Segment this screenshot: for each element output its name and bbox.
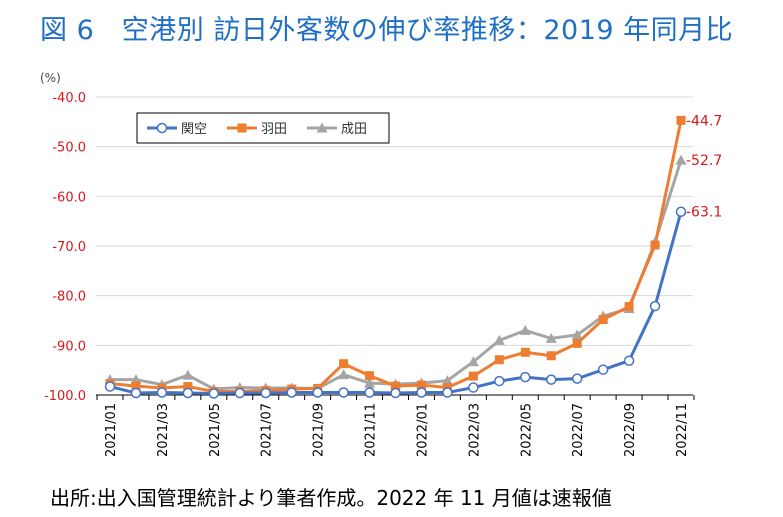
data-point-circle bbox=[545, 374, 557, 385]
data-point-triangle bbox=[519, 324, 531, 335]
y-tick-label: -50.0 bbox=[52, 141, 86, 156]
data-point-square bbox=[468, 371, 478, 381]
y-tick-label: -40.0 bbox=[52, 91, 86, 106]
data-point-square bbox=[676, 115, 686, 125]
data-point-square bbox=[494, 355, 504, 365]
data-point-circle bbox=[182, 387, 194, 399]
end-value-label: -52.7 bbox=[686, 153, 722, 169]
data-point-square bbox=[365, 371, 375, 381]
x-tick-labels: 2021/01 2021/03 2021/05 2021/07 2021/09 2021/… bbox=[104, 403, 690, 457]
data-point-circle bbox=[416, 387, 427, 398]
x-tick-label: 2022/11 bbox=[675, 403, 690, 457]
x-tick-label: 2022/01 bbox=[415, 403, 430, 457]
data-point-triangle bbox=[182, 369, 194, 380]
data-point-triangle bbox=[545, 332, 557, 343]
data-point-square bbox=[391, 381, 400, 391]
end-labels: -52.7 -44.7 -63.1 bbox=[686, 113, 722, 220]
data-point-square bbox=[183, 382, 193, 392]
x-tick-label: 2021/07 bbox=[260, 403, 275, 457]
data-point-circle bbox=[234, 387, 246, 399]
series-markers bbox=[104, 115, 687, 399]
data-point-square bbox=[237, 123, 247, 133]
data-point-circle bbox=[623, 355, 635, 366]
data-point-circle bbox=[208, 388, 220, 399]
data-point-circle bbox=[338, 387, 349, 398]
data-point-square bbox=[572, 338, 582, 348]
x-tick-label: 2022/05 bbox=[519, 403, 534, 457]
data-point-square bbox=[416, 380, 426, 390]
data-point-circle bbox=[649, 300, 661, 312]
legend-label: 羽田 bbox=[261, 122, 287, 137]
x-tick-label: 2021/11 bbox=[364, 403, 379, 457]
x-tick-label: 2022/07 bbox=[571, 403, 586, 457]
data-point-circle bbox=[364, 387, 375, 398]
data-point-square bbox=[131, 381, 141, 391]
data-point-square bbox=[598, 315, 608, 325]
source-note: 出所:出入国管理統計より筆者作成。2022 年 11 月値は速報値 bbox=[50, 486, 612, 510]
data-point-circle bbox=[442, 387, 453, 398]
data-point-square bbox=[520, 347, 530, 357]
data-point-circle bbox=[260, 387, 271, 399]
data-point-square bbox=[650, 240, 660, 250]
data-point-square bbox=[339, 359, 349, 369]
x-tick-label: 2021/05 bbox=[208, 403, 223, 457]
data-point-triangle bbox=[364, 377, 376, 388]
end-value-label: -63.1 bbox=[686, 205, 722, 221]
series-lines bbox=[109, 120, 683, 396]
y-tick-labels: -40.0 -50.0 -60.0 -70.0 -80.0 -90.0 -100.0 bbox=[44, 91, 86, 404]
legend-label: 成田 bbox=[341, 122, 367, 137]
data-point-square bbox=[546, 351, 556, 361]
data-point-circle bbox=[390, 387, 401, 399]
data-point-circle bbox=[494, 375, 505, 387]
x-tick-label: 2021/01 bbox=[104, 403, 119, 457]
y-tick-label: -100.0 bbox=[44, 389, 86, 404]
data-point-triangle bbox=[493, 334, 505, 345]
data-point-circle bbox=[571, 373, 583, 384]
data-point-circle bbox=[130, 387, 142, 399]
x-tick-label: 2021/09 bbox=[312, 403, 327, 457]
data-point-circle bbox=[597, 364, 609, 375]
data-point-circle bbox=[675, 206, 687, 217]
series-line-2 bbox=[110, 159, 683, 391]
y-tick-label: -70.0 bbox=[52, 240, 86, 255]
data-point-circle bbox=[104, 381, 116, 392]
chart-title: 図 6 空港別 訪日外客数の伸び率推移：2019 年同月比 bbox=[40, 15, 734, 46]
data-point-circle bbox=[286, 387, 297, 398]
data-point-triangle bbox=[316, 122, 328, 133]
data-point-circle bbox=[156, 387, 168, 398]
data-point-circle bbox=[312, 387, 323, 398]
legend-label: 関空 bbox=[181, 122, 207, 137]
data-point-triangle bbox=[467, 356, 479, 367]
x-tick-label: 2022/09 bbox=[623, 403, 638, 457]
series-line-0 bbox=[109, 211, 683, 396]
x-tick-label: 2021/03 bbox=[156, 403, 171, 457]
y-tick-label: -60.0 bbox=[52, 190, 86, 205]
data-point-triangle bbox=[441, 375, 453, 386]
end-value-label: -44.7 bbox=[686, 113, 722, 129]
data-point-triangle bbox=[571, 329, 583, 340]
legend: 関空 羽田 成田 bbox=[136, 112, 390, 144]
legend-box bbox=[136, 112, 390, 144]
x-tick-label: 2022/03 bbox=[467, 403, 482, 457]
data-point-circle bbox=[468, 382, 479, 393]
y-axis-unit: (%) bbox=[40, 71, 61, 85]
data-point-circle bbox=[520, 371, 531, 383]
data-point-circle bbox=[156, 122, 168, 134]
grid-lines bbox=[96, 96, 693, 346]
data-point-triangle bbox=[675, 154, 687, 165]
y-tick-label: -80.0 bbox=[52, 290, 86, 305]
data-point-triangle bbox=[338, 369, 350, 380]
data-point-square bbox=[624, 302, 634, 312]
series-line-1 bbox=[109, 120, 683, 394]
y-tick-label: -90.0 bbox=[52, 339, 86, 354]
